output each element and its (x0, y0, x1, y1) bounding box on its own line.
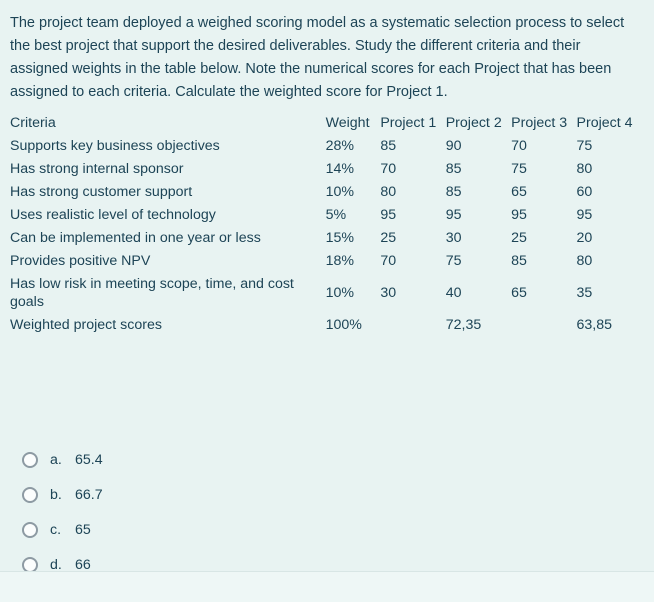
option-value: 66.7 (75, 487, 103, 503)
score-cell: 85 (511, 252, 527, 269)
weight-cell: 14% (325, 160, 355, 177)
score-cell: 20 (576, 229, 593, 246)
score-cell: 65 (511, 284, 527, 301)
question-text: The project team deployed a weighed scor… (10, 15, 625, 100)
weight-cell: 10% (325, 183, 355, 200)
criteria-cell: Uses realistic level of technology (10, 206, 216, 223)
header-project-1: Project 1 (380, 114, 437, 131)
option-key: d. (50, 557, 62, 573)
table-row: Provides positive NPV 18% 70 75 85 80 (10, 249, 642, 272)
score-cell (511, 313, 576, 336)
table-row: Uses realistic level of technology 5% 95… (10, 203, 642, 226)
score-cell: 25 (511, 229, 527, 246)
score-cell (380, 313, 445, 336)
option-a-radio[interactable] (22, 452, 38, 468)
score-cell: 80 (380, 183, 397, 200)
weight-cell: 100% (325, 316, 362, 333)
option-value: 65 (75, 522, 91, 538)
score-cell: 25 (380, 229, 397, 246)
weight-cell: 18% (325, 252, 355, 269)
option-c-radio[interactable] (22, 522, 38, 538)
criteria-cell: Can be implemented in one year or less (10, 229, 261, 246)
score-cell: 30 (445, 229, 462, 246)
scoring-table: Criteria Weight Project 1 Project 2 Proj… (10, 111, 642, 336)
score-cell: 85 (445, 183, 462, 200)
table-row: Can be implemented in one year or less 1… (10, 226, 642, 249)
option-b[interactable]: b. 66.7 (22, 483, 642, 507)
score-cell: 75 (511, 160, 527, 177)
table-row: Has strong customer support 10% 80 85 65… (10, 180, 642, 203)
question-page: The project team deployed a weighed scor… (10, 15, 642, 577)
weight-cell: 28% (325, 137, 355, 154)
weight-cell: 10% (325, 284, 355, 301)
header-project-4: Project 4 (576, 114, 633, 131)
option-key: b. (50, 487, 62, 503)
score-cell: 85 (445, 160, 462, 177)
score-cell: 95 (445, 206, 462, 223)
score-cell: 95 (511, 206, 527, 223)
option-c[interactable]: c. 65 (22, 518, 642, 542)
table-header-row: Criteria Weight Project 1 Project 2 Proj… (10, 111, 642, 134)
criteria-cell: Has strong internal sponsor (10, 160, 184, 177)
score-cell: 40 (445, 284, 462, 301)
score-cell: 60 (576, 183, 593, 200)
score-cell: 75 (576, 137, 593, 154)
score-cell: 90 (445, 137, 462, 154)
score-cell: 80 (576, 252, 593, 269)
option-key: a. (50, 452, 62, 468)
option-value: 66 (75, 557, 91, 573)
criteria-cell: Supports key business objectives (10, 137, 220, 154)
score-cell: 80 (576, 160, 593, 177)
option-key: c. (50, 522, 62, 538)
header-criteria: Criteria (10, 114, 56, 131)
option-a[interactable]: a. 65.4 (22, 448, 642, 472)
score-cell: 35 (576, 284, 593, 301)
header-project-2: Project 2 (445, 114, 502, 131)
score-cell: 70 (511, 137, 527, 154)
score-cell: 72,35 (445, 316, 482, 333)
weight-cell: 5% (325, 206, 347, 223)
score-cell: 70 (380, 252, 397, 269)
footer-band (0, 571, 654, 602)
score-cell: 30 (380, 284, 397, 301)
score-cell: 85 (380, 137, 397, 154)
table-total-row: Weighted project scores 100% 72,35 63,85 (10, 313, 642, 336)
score-cell: 65 (511, 183, 527, 200)
criteria-cell: Weighted project scores (10, 316, 162, 333)
header-weight: Weight (325, 114, 370, 131)
score-cell: 95 (380, 206, 397, 223)
option-value: 65.4 (75, 452, 103, 468)
score-cell: 70 (380, 160, 397, 177)
score-cell: 95 (576, 206, 593, 223)
answer-options: a. 65.4 b. 66.7 c. 65 d. 66 (22, 448, 642, 577)
table-row: Has low risk in meeting scope, time, and… (10, 272, 642, 313)
option-b-radio[interactable] (22, 487, 38, 503)
table-row: Supports key business objectives 28% 85 … (10, 134, 642, 157)
criteria-cell: Has strong customer support (10, 183, 193, 200)
score-cell: 75 (445, 252, 462, 269)
weight-cell: 15% (325, 229, 355, 246)
table-row: Has strong internal sponsor 14% 70 85 75… (10, 157, 642, 180)
criteria-cell: Has low risk in meeting scope, time, and… (10, 275, 294, 310)
header-project-3: Project 3 (511, 114, 568, 131)
score-cell: 63,85 (576, 316, 613, 333)
criteria-cell: Provides positive NPV (10, 252, 151, 269)
